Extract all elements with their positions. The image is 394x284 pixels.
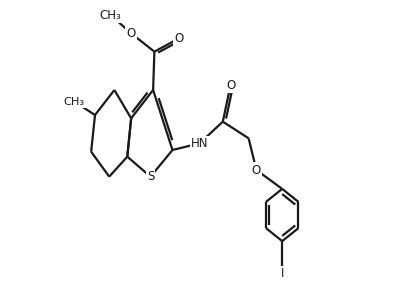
Text: S: S — [147, 170, 154, 183]
Text: I: I — [281, 267, 284, 280]
Text: O: O — [174, 32, 184, 45]
Text: O: O — [126, 27, 136, 40]
Text: HN: HN — [191, 137, 208, 150]
Text: O: O — [252, 164, 261, 176]
Text: CH₃: CH₃ — [64, 97, 85, 107]
Text: CH₃: CH₃ — [100, 9, 121, 22]
Text: O: O — [226, 78, 235, 91]
